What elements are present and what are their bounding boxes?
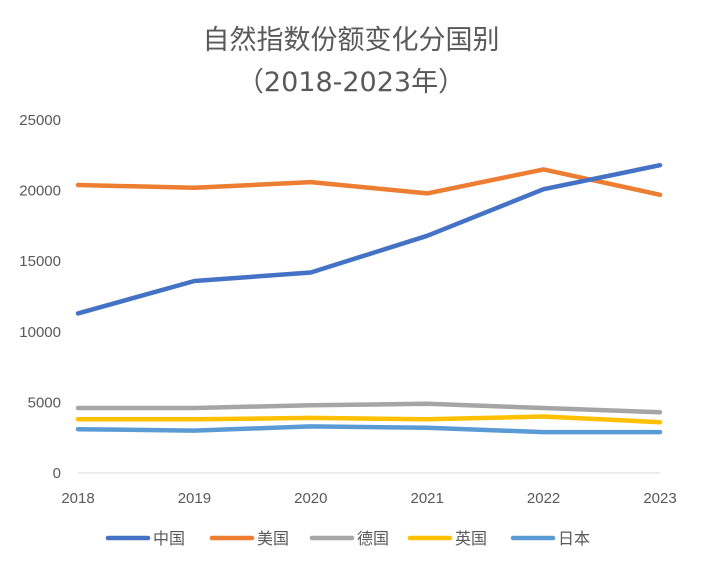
y-tick-label: 0 <box>53 465 61 482</box>
y-tick-label: 10000 <box>19 324 61 341</box>
series-line-0 <box>75 162 663 316</box>
x-tick-label: 2023 <box>643 490 676 507</box>
series-line-3 <box>75 414 663 425</box>
series-line-1 <box>75 167 663 198</box>
legend-label: 英国 <box>455 529 487 548</box>
series-line-4 <box>75 424 663 435</box>
legend-label: 日本 <box>558 529 590 548</box>
chart-subtitle: （2018-2023年） <box>236 67 466 98</box>
y-tick-label: 25000 <box>19 112 61 129</box>
y-tick-label: 5000 <box>28 394 61 411</box>
x-tick-label: 2018 <box>61 490 94 507</box>
legend-label: 美国 <box>257 529 289 548</box>
legend-label: 德国 <box>357 529 389 548</box>
x-tick-label: 2019 <box>178 490 211 507</box>
y-tick-label: 15000 <box>19 253 61 270</box>
x-tick-label: 2021 <box>411 490 444 507</box>
chart-title: 自然指数份额变化分国别 <box>202 25 500 56</box>
x-tick-label: 2020 <box>294 490 327 507</box>
series-line-2 <box>75 401 663 415</box>
y-tick-label: 20000 <box>19 183 61 200</box>
x-tick-label: 2022 <box>527 490 560 507</box>
legend-label: 中国 <box>153 529 185 548</box>
